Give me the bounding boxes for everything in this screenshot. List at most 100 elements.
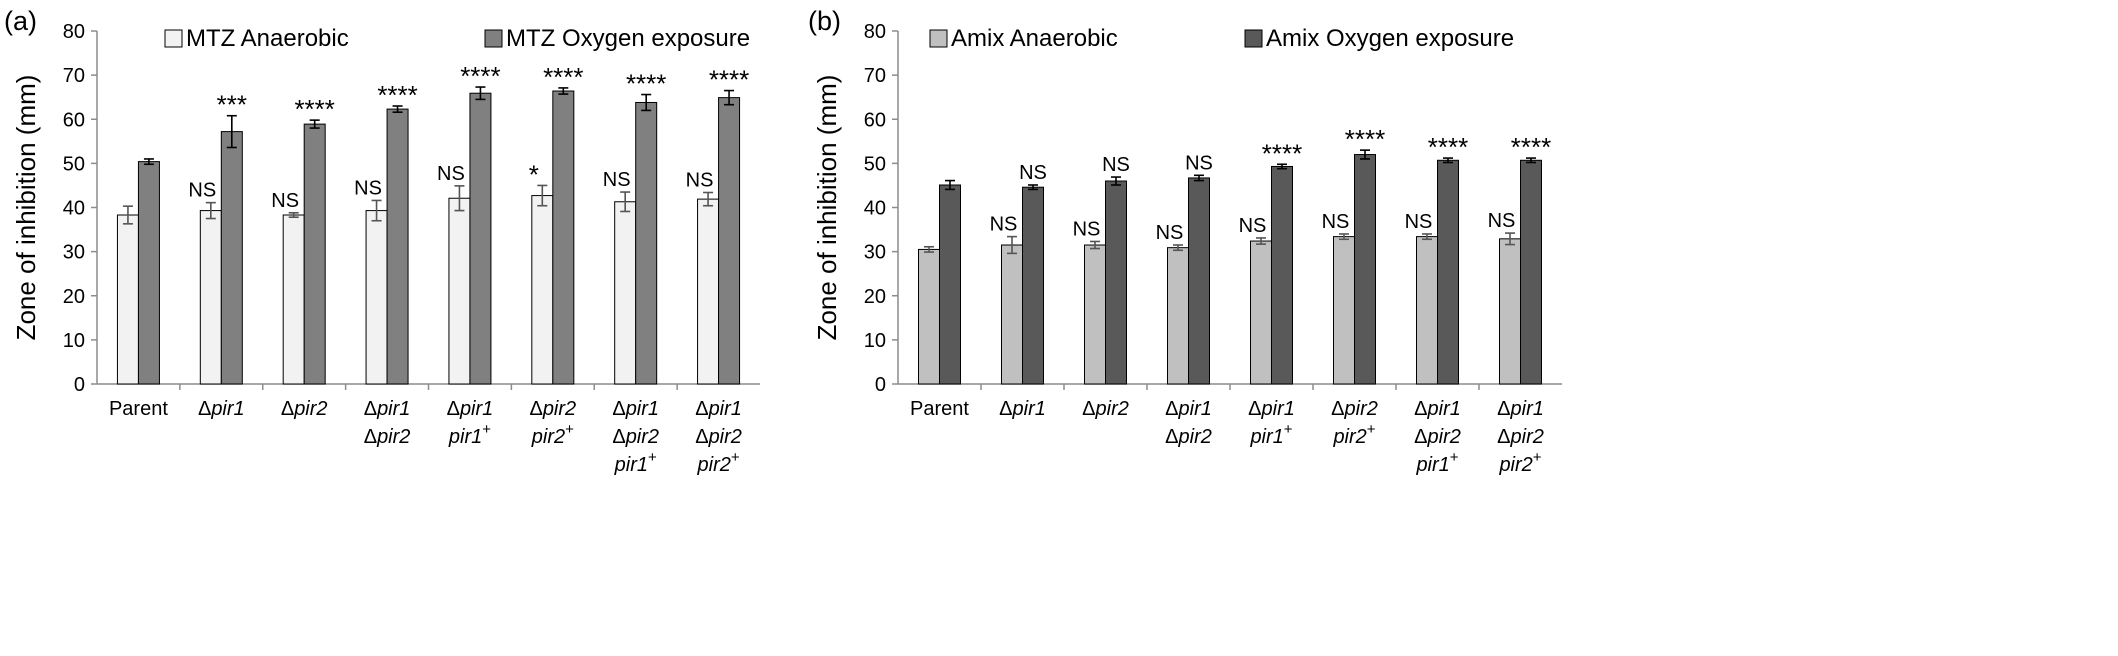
x-tick-label: pir2+	[697, 449, 740, 476]
bar	[531, 195, 554, 385]
bar	[1001, 244, 1023, 385]
x-tick-label: pir2+	[1332, 421, 1375, 448]
bar	[199, 210, 222, 385]
panel-label: (a)	[4, 6, 37, 36]
y-tick-label: 70	[864, 65, 886, 87]
significance-label: NS	[1073, 218, 1101, 240]
significance-label: ****	[709, 65, 749, 95]
bar	[303, 123, 326, 385]
y-tick-label: 30	[864, 242, 886, 264]
significance-label: NS	[188, 180, 216, 202]
significance-label: ****	[294, 94, 334, 124]
x-tick-label: pir2+	[531, 421, 574, 448]
significance-label: NS	[1019, 162, 1047, 184]
legend-swatch	[164, 29, 183, 48]
bar	[614, 201, 637, 385]
bar	[552, 90, 575, 385]
y-tick-label: 60	[63, 109, 85, 131]
bar	[1333, 236, 1355, 385]
significance-label: NS	[1405, 211, 1433, 233]
bar	[1188, 177, 1210, 385]
y-tick-label: 20	[63, 286, 85, 308]
significance-label: ****	[626, 69, 666, 99]
x-tick-label: pir2+	[1498, 449, 1541, 476]
bar	[137, 161, 160, 385]
x-tick-label: Δpir2	[364, 426, 411, 448]
bar	[469, 92, 492, 385]
legend-label: Amix Oxygen exposure	[1266, 25, 1514, 52]
x-tick-label: Δpir1	[1165, 398, 1212, 420]
bar	[939, 184, 961, 385]
y-tick-label: 40	[864, 198, 886, 220]
significance-label: NS	[990, 214, 1018, 236]
significance-label: NS	[1322, 211, 1350, 233]
significance-label: *	[529, 159, 539, 189]
y-tick-label: 60	[864, 109, 886, 131]
bar	[718, 97, 741, 385]
bar	[386, 108, 409, 385]
x-tick-label: Δpir1	[695, 398, 742, 420]
y-tick-label: 50	[864, 153, 886, 175]
legend-label: Amix Anaerobic	[951, 25, 1118, 52]
significance-label: NS	[686, 169, 714, 191]
significance-label: ****	[377, 80, 417, 110]
significance-label: ****	[1428, 132, 1468, 162]
x-tick-label: Δpir2	[1165, 426, 1212, 448]
x-tick-label: pir1+	[1249, 421, 1292, 448]
chart-panel-b: (b) Zone of inhibition (mm) 0 10 20 30 40 50 60 7…	[808, 6, 1562, 476]
y-axis-label: Zone of inhibition (mm)	[11, 75, 41, 341]
bar	[1520, 159, 1542, 385]
bar	[1354, 154, 1376, 385]
y-tick-label: 80	[864, 21, 886, 43]
x-tick-label: pir1+	[448, 421, 491, 448]
significance-label: NS	[271, 190, 299, 212]
x-tick-label: Δpir2	[612, 426, 659, 448]
y-tick-label: 0	[74, 374, 85, 396]
legend-swatch	[1244, 29, 1263, 48]
x-tick-label: Δpir1	[1414, 398, 1461, 420]
y-tick-label: 50	[63, 153, 85, 175]
x-tick-label: Parent	[109, 398, 168, 420]
x-tick-label: Δpir2	[695, 426, 742, 448]
x-tick-label: pir1+	[614, 449, 657, 476]
bar	[282, 214, 305, 385]
significance-label: NS	[1102, 154, 1130, 176]
bar	[1499, 238, 1521, 385]
x-tick-label: Δpir2	[1082, 398, 1129, 420]
bar	[1416, 236, 1438, 385]
x-tick-label: Δpir2	[1331, 398, 1378, 420]
y-axis-label: Zone of inhibition (mm)	[812, 75, 842, 341]
x-tick-label: Δpir1	[1248, 398, 1295, 420]
significance-label: NS	[437, 163, 465, 185]
significance-label: ****	[460, 61, 500, 91]
significance-label: NS	[1185, 152, 1213, 174]
bar	[220, 131, 243, 385]
x-tick-label: Δpir2	[1497, 426, 1544, 448]
bar	[1437, 159, 1459, 385]
significance-label: NS	[1156, 222, 1184, 244]
bar	[116, 214, 139, 385]
significance-label: ****	[1262, 138, 1302, 168]
significance-label: NS	[603, 169, 631, 191]
bar	[1105, 180, 1127, 385]
bar	[635, 101, 658, 385]
y-tick-label: 20	[864, 286, 886, 308]
bar	[448, 197, 471, 385]
y-tick-label: 40	[63, 198, 85, 220]
x-tick-label: Δpir2	[281, 398, 328, 420]
x-tick-label: Δpir1	[364, 398, 411, 420]
legend-label: MTZ Anaerobic	[186, 25, 349, 52]
significance-label: NS	[1239, 215, 1267, 237]
y-tick-label: 10	[63, 330, 85, 352]
bar	[1271, 165, 1293, 385]
chart-panel-a: (a) Zone of inhibition (mm) 0 10 20 30 40 50 60 7…	[4, 6, 760, 476]
bar	[918, 248, 940, 385]
bar	[1084, 244, 1106, 385]
bar	[1250, 240, 1272, 385]
significance-label: NS	[1488, 210, 1516, 232]
y-tick-label: 80	[63, 21, 85, 43]
x-tick-label: Δpir1	[1497, 398, 1544, 420]
x-tick-label: Δpir1	[999, 398, 1046, 420]
significance-label: ****	[1345, 124, 1385, 154]
